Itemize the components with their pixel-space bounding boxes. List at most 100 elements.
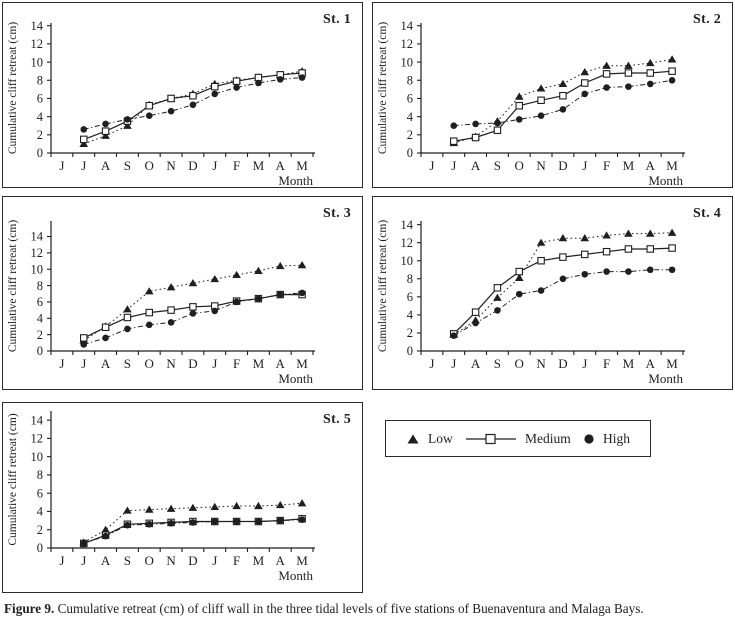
figure-caption: Figure 9. Cumulative retreat (cm) of cli… (4, 601, 732, 617)
chart-panel-st3: 0 2 4 6 8 10 12 14 J J A S O N D J F M A M Month Cumulative c… (2, 196, 363, 390)
svg-text:Cumulative cliff retreat (cm): Cumulative cliff retreat (cm) (7, 220, 19, 352)
svg-text:J: J (212, 158, 217, 173)
filled-circle-icon (584, 433, 594, 444)
station-label-st4: St. 4 (693, 206, 721, 221)
svg-text:12: 12 (401, 37, 414, 51)
svg-text:J: J (582, 158, 587, 173)
svg-text:10: 10 (31, 262, 44, 276)
svg-text:A: A (471, 356, 481, 371)
svg-text:M: M (666, 158, 678, 173)
svg-text:Month: Month (278, 371, 313, 386)
station-label-st5: St. 5 (323, 412, 351, 427)
svg-text:12: 12 (31, 432, 44, 446)
svg-text:A: A (101, 356, 111, 371)
svg-text:6: 6 (407, 290, 413, 304)
svg-text:M: M (253, 158, 265, 173)
svg-text:8: 8 (37, 468, 43, 482)
svg-text:J: J (451, 158, 456, 173)
svg-text:D: D (188, 158, 197, 173)
svg-text:J: J (81, 158, 86, 173)
svg-text:10: 10 (31, 55, 44, 69)
svg-text:O: O (145, 553, 154, 568)
svg-text:Month: Month (648, 173, 683, 187)
svg-text:4: 4 (407, 308, 414, 322)
svg-text:F: F (233, 553, 240, 568)
svg-text:M: M (623, 356, 635, 371)
svg-text:6: 6 (37, 92, 43, 106)
svg-text:10: 10 (401, 254, 414, 268)
svg-text:0: 0 (407, 344, 413, 358)
svg-text:2: 2 (407, 326, 413, 340)
svg-text:8: 8 (37, 279, 43, 293)
svg-text:O: O (145, 158, 154, 173)
chart-panel-st4: 0 2 4 6 8 10 12 14 J J A S O N D J F M A M Month Cumulative c… (372, 196, 733, 390)
svg-text:12: 12 (401, 236, 414, 250)
svg-text:12: 12 (31, 246, 44, 260)
svg-text:A: A (101, 158, 111, 173)
svg-text:J: J (81, 356, 86, 371)
station-label-st3: St. 3 (323, 206, 351, 221)
svg-text:0: 0 (37, 541, 43, 555)
filled-triangle-icon (407, 434, 419, 443)
svg-text:0: 0 (37, 146, 43, 160)
svg-text:2: 2 (37, 128, 43, 142)
chart-panel-st1: 0 2 4 6 8 10 12 14 J J A S O N D J F M A M Month Cumulative c… (2, 2, 363, 188)
svg-text:D: D (188, 553, 197, 568)
svg-text:A: A (276, 158, 286, 173)
station-label-st2: St. 2 (693, 12, 721, 27)
figure-caption-text: Cumulative retreat (cm) of cliff wall in… (57, 601, 644, 616)
svg-text:F: F (233, 158, 240, 173)
svg-text:J: J (451, 356, 456, 371)
svg-text:N: N (536, 356, 546, 371)
legend: Low Medium High (385, 420, 651, 457)
svg-text:2: 2 (407, 128, 413, 142)
svg-text:D: D (558, 356, 567, 371)
svg-text:J: J (59, 553, 64, 568)
svg-text:N: N (166, 553, 176, 568)
svg-text:M: M (623, 158, 635, 173)
svg-text:A: A (471, 158, 481, 173)
svg-text:F: F (603, 158, 610, 173)
svg-text:A: A (276, 553, 286, 568)
svg-text:6: 6 (37, 295, 43, 309)
svg-text:J: J (81, 553, 86, 568)
legend-item-medium: Medium (465, 431, 571, 447)
svg-text:0: 0 (407, 146, 413, 160)
svg-text:M: M (253, 553, 265, 568)
svg-text:M: M (253, 356, 265, 371)
svg-text:14: 14 (31, 19, 44, 33)
svg-text:4: 4 (37, 311, 44, 325)
svg-text:14: 14 (401, 19, 414, 33)
legend-label-high: High (603, 430, 630, 446)
svg-text:4: 4 (37, 505, 44, 519)
svg-text:Month: Month (648, 371, 683, 386)
svg-text:M: M (296, 553, 308, 568)
svg-text:J: J (59, 158, 64, 173)
station-label-st1: St. 1 (323, 12, 351, 27)
svg-text:4: 4 (407, 110, 414, 124)
svg-text:10: 10 (31, 450, 44, 464)
svg-text:F: F (233, 356, 240, 371)
svg-text:M: M (666, 356, 678, 371)
svg-text:14: 14 (31, 413, 44, 427)
svg-text:M: M (296, 356, 308, 371)
svg-text:O: O (515, 356, 524, 371)
svg-text:S: S (124, 356, 131, 371)
svg-text:S: S (124, 158, 131, 173)
svg-text:S: S (494, 356, 501, 371)
svg-text:Cumulative cliff retreat (cm): Cumulative cliff retreat (cm) (377, 220, 389, 352)
svg-text:4: 4 (37, 110, 44, 124)
svg-text:Cumulative cliff retreat (cm): Cumulative cliff retreat (cm) (7, 413, 19, 545)
svg-text:Month: Month (278, 568, 313, 583)
svg-text:12: 12 (31, 37, 44, 51)
svg-text:8: 8 (407, 73, 413, 87)
legend-item-high: High (583, 431, 630, 447)
svg-text:D: D (188, 356, 197, 371)
svg-text:Month: Month (278, 173, 313, 187)
svg-text:J: J (429, 158, 434, 173)
svg-text:Cumulative cliff retreat (cm): Cumulative cliff retreat (cm) (377, 22, 389, 154)
svg-text:S: S (494, 158, 501, 173)
